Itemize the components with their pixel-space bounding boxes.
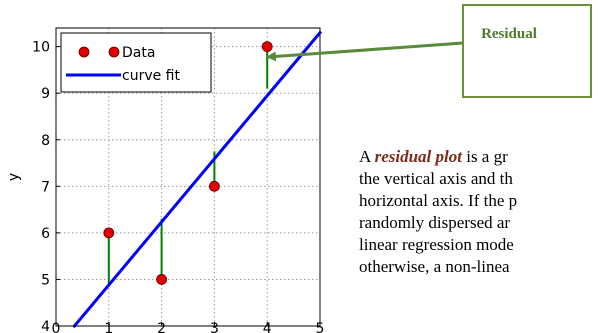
legend-data-marker — [108, 46, 120, 58]
y-tick-label: 7 — [41, 179, 50, 195]
axis-ticks: 0 1 2 3 4 5 4 5 6 7 8 9 10 — [32, 40, 324, 333]
fit-line — [72, 30, 323, 329]
x-tick-label: 0 — [52, 321, 61, 333]
x-tick-label: 1 — [104, 321, 113, 333]
x-tick-label: 5 — [316, 321, 325, 333]
fit-line-layer — [72, 30, 323, 329]
description-line-3: horizontal axis. If the p — [359, 191, 518, 210]
legend: Data curve fit — [60, 32, 212, 93]
legend-label-curve-fit: curve fit — [122, 68, 180, 84]
callout-title: Residual — [481, 26, 537, 42]
data-point — [208, 180, 220, 192]
y-tick-label: 4 — [41, 319, 50, 333]
residual-callout-arrow — [266, 41, 464, 62]
description-line-1: A residual plot is a gr — [359, 146, 599, 168]
description-line-4: randomly dispersed ar — [359, 213, 511, 232]
description-line-1-rest: is a gr — [461, 147, 508, 166]
y-tick-label: 9 — [41, 86, 50, 102]
description-prefix: A — [359, 147, 375, 166]
description-line-5: linear regression mode — [359, 235, 514, 254]
data-point — [261, 41, 273, 53]
y-tick-label: 6 — [41, 226, 50, 242]
residual-plot-description: A residual plot is a gr the vertical axi… — [359, 146, 599, 278]
data-points — [103, 41, 273, 285]
legend-label-data: Data — [122, 45, 155, 61]
description-line-2: the vertical axis and th — [359, 169, 513, 188]
description-line-6: otherwise, a non-linea — [359, 257, 510, 276]
y-tick-label: 8 — [41, 133, 50, 149]
y-axis-label: y — [6, 173, 22, 181]
residual-callout-box: Residual — [462, 4, 592, 98]
plot-frame — [55, 27, 321, 327]
y-tick-label: 10 — [32, 40, 50, 56]
legend-box — [60, 32, 212, 93]
x-tick-label: 3 — [210, 321, 219, 333]
legend-data-marker — [78, 46, 90, 58]
y-tick-label: 5 — [41, 272, 50, 288]
x-tick-label: 2 — [157, 321, 166, 333]
data-point — [103, 227, 115, 239]
description-term: residual plot — [374, 147, 462, 166]
data-point — [156, 274, 168, 285]
x-tick-label: 4 — [263, 321, 272, 333]
